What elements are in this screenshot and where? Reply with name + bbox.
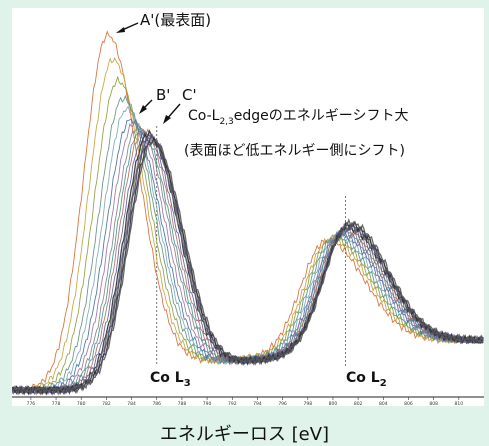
spectra-series xyxy=(11,30,484,396)
co-l2-label: Co L2 xyxy=(346,370,387,389)
annotation-shift-line2: (表面ほど低エネルギー側にシフト) xyxy=(184,143,405,159)
x-tick-label: 790 xyxy=(203,401,212,406)
x-tick-label: 806 xyxy=(404,401,413,406)
co-l3-label: Co L3 xyxy=(150,370,191,389)
spectrum-line xyxy=(11,105,484,396)
x-axis-title: エネルギーロス [eV] xyxy=(159,424,330,445)
x-tick-label: 800 xyxy=(329,401,338,406)
x-tick-label: 796 xyxy=(278,401,287,406)
spectrum-line xyxy=(11,30,484,395)
a-arrow-head xyxy=(116,27,125,33)
annotation-b: B' xyxy=(156,86,170,104)
annotation-a: A'(最表面) xyxy=(140,11,211,29)
x-tick-label: 782 xyxy=(102,401,111,406)
c-arrow-head xyxy=(163,115,171,124)
x-tick-label: 804 xyxy=(379,401,388,406)
x-tick-label: 794 xyxy=(253,401,262,406)
x-tick-label: 808 xyxy=(429,401,438,406)
annotation-shift-line1: Co-L2,3edgeのエネルギーシフト大 xyxy=(188,108,409,127)
x-tick-labels: 776 778 780 782 784 786 788 790 792 794 796 798 800 8… xyxy=(27,397,464,407)
spectra-plot: 776 778 780 782 784 786 788 790 792 794 796 798 800 8… xyxy=(11,8,484,407)
x-tick-label: 798 xyxy=(303,401,312,406)
x-tick-label: 802 xyxy=(354,401,363,406)
annotations: A'(最表面) B' C' Co-L2,3edgeのエネルギーシフト大 (表面ほ… xyxy=(116,11,409,389)
x-tick-label: 786 xyxy=(152,401,161,406)
x-tick-label: 778 xyxy=(52,401,61,406)
spectrum-line xyxy=(11,139,484,396)
plot-area: 776 778 780 782 784 786 788 790 792 794 796 798 800 8… xyxy=(11,8,484,407)
x-tick-label: 784 xyxy=(127,401,136,406)
x-tick-label: 788 xyxy=(178,401,187,406)
x-tick-label: 776 xyxy=(27,401,36,406)
x-tick-label: 780 xyxy=(77,401,86,406)
x-tick-label: 810 xyxy=(455,401,464,406)
annotation-c: C' xyxy=(182,86,197,104)
b-arrow-head xyxy=(139,105,147,114)
x-tick-label: 792 xyxy=(228,401,237,406)
